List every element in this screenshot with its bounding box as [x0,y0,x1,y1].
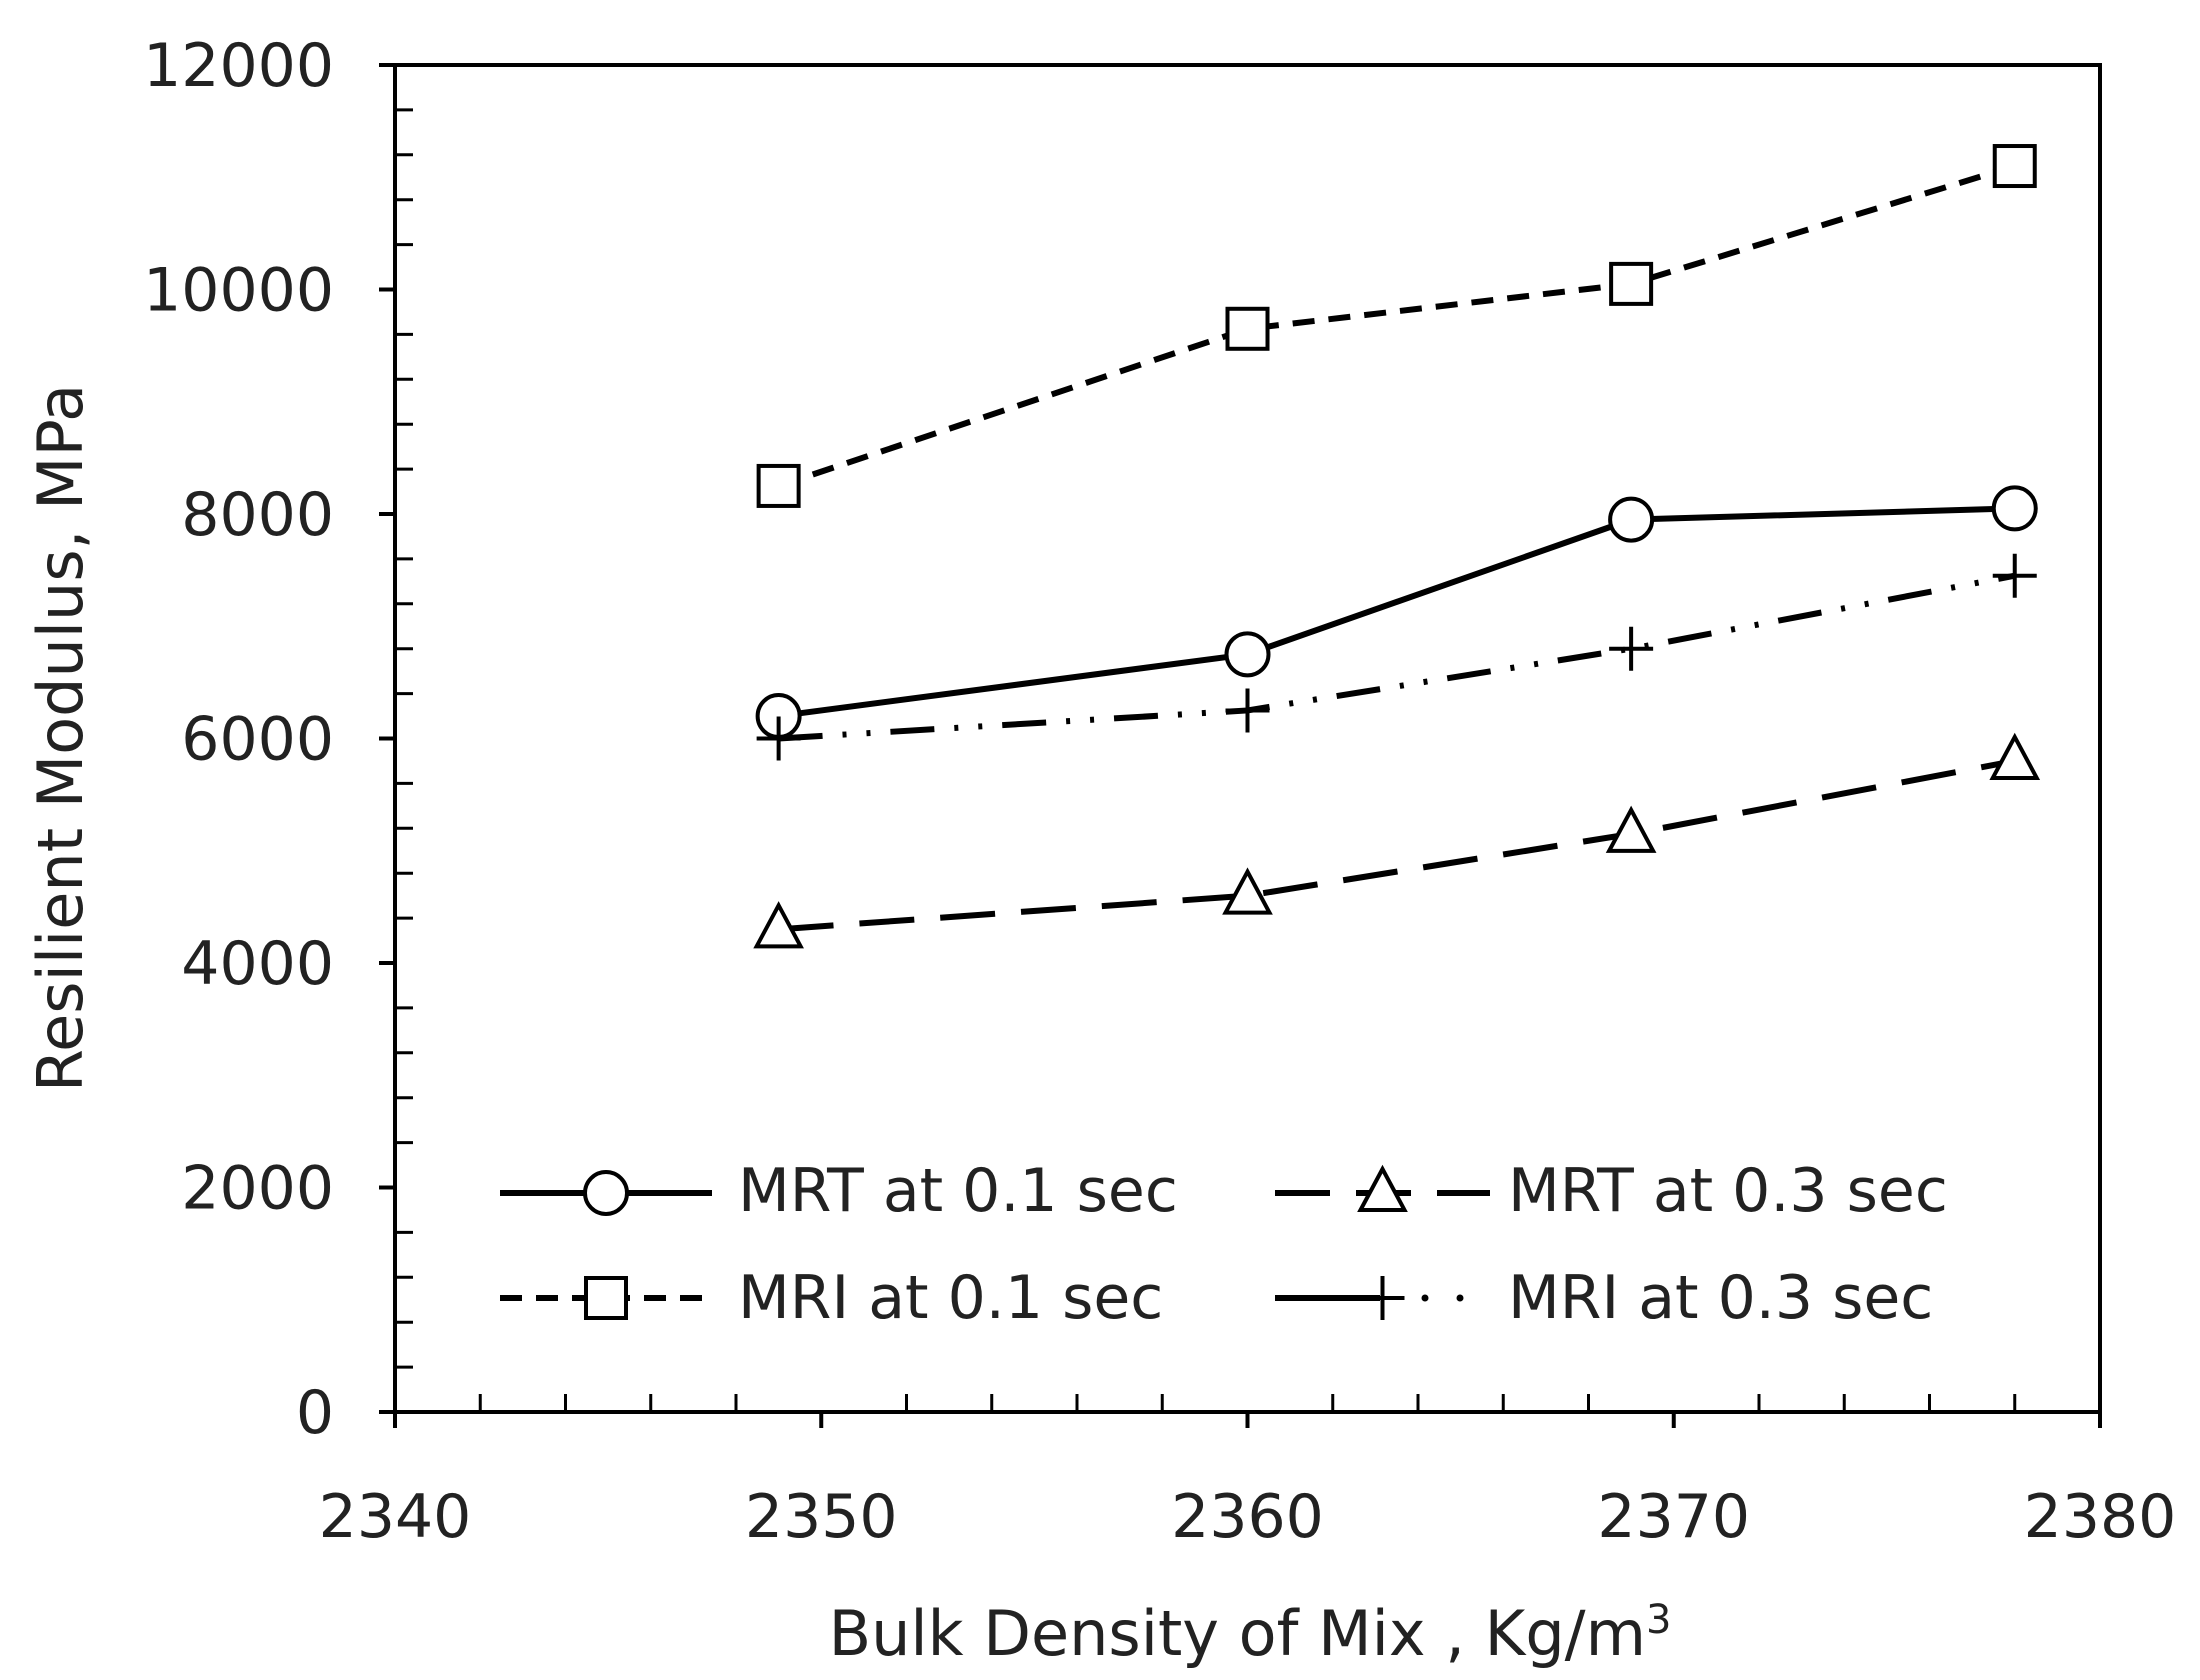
y-tick-labels: 0 2000 4000 6000 8000 10000 12000 [143,31,334,1448]
data-point-mri-at-0-1-sec-2349 [756,463,801,508]
major-ticks [379,63,2102,1428]
series-line-mrt-at-0-3-sec [778,758,2016,933]
data-point-mri-at-0-1-sec-2369 [1609,261,1654,306]
x-tick-label-2340: 2340 [319,1482,472,1552]
series-lines [777,163,2016,933]
legend: MRT at 0.1 sec MRT at 0.3 sec MRI at 0.1… [500,1156,1948,1333]
legend-label-mri-0-1: MRI at 0.1 sec [738,1263,1163,1333]
y-tick-label-0: 0 [296,1378,334,1448]
data-point-mri-at-0-3-sec-2349 [756,716,801,761]
y-tick-label-4000: 4000 [181,929,334,999]
legend-sample-mrt-0-1 [500,1170,712,1216]
y-tick-label-12000: 12000 [143,31,334,101]
legend-label-mrt-0-1: MRT at 0.1 sec [738,1156,1178,1226]
data-point-mrt-at-0-1-sec-2369 [1608,496,1655,543]
legend-dot [1456,1294,1464,1302]
series-markers [753,144,2041,949]
plot-area-frame [393,63,2102,1414]
data-point-mrt-at-0-3-sec-2369 [1605,805,1657,853]
x-tick-label-2350: 2350 [745,1482,898,1552]
legend-marker-mri-at-0-3-sec [1360,1276,1405,1320]
data-point-mrt-at-0-1-sec-2360 [1224,631,1271,678]
legend-sample-mri-0-1 [500,1276,712,1320]
y-tick-label-10000: 10000 [143,256,334,326]
legend-marker-mrt-at-0-1-sec [583,1170,629,1216]
y-tick-label-6000: 6000 [181,705,334,775]
data-point-mrt-at-0-3-sec-2349 [753,901,804,949]
data-point-mrt-at-0-3-sec-2360 [1222,867,1273,915]
legend-label-mri-0-3: MRI at 0.3 sec [1508,1263,1933,1333]
legend-sample-mrt-0-3 [1275,1164,1490,1212]
data-point-mrt-at-0-1-sec-2378 [1991,485,2038,532]
legend-label-mrt-0-3: MRT at 0.3 sec [1508,1156,1948,1226]
y-tick-label-2000: 2000 [181,1154,334,1224]
y-tick-label-8000: 8000 [181,480,334,550]
data-point-mri-at-0-3-sec-2369 [1609,626,1654,671]
series-line-mri-at-0-1-sec [777,163,2016,489]
x-tick-label-2370: 2370 [1597,1482,1750,1552]
legend-marker-mrt-at-0-3-sec [1357,1164,1408,1212]
x-axis-title: Bulk Density of Mix , Kg/m3 [829,1597,1672,1670]
x-tick-label-2380: 2380 [2024,1482,2177,1552]
legend-marker-mri-at-0-1-sec [584,1276,628,1320]
series-line-mri-at-0-3-sec [778,572,2016,742]
minor-ticks [395,108,2017,1412]
data-point-mri-at-0-1-sec-2360 [1225,306,1270,351]
x-tick-label-2360: 2360 [1171,1482,1324,1552]
legend-sample-mri-0-3 [1275,1276,1464,1320]
data-point-mri-at-0-3-sec-2378 [1992,553,2037,598]
data-point-mri-at-0-1-sec-2378 [1992,144,2037,189]
x-axis-title-text: Bulk Density of Mix , Kg/m [829,1597,1646,1670]
series-line-mrt-at-0-1-sec [778,505,2015,720]
x-tick-labels: 2340 2350 2360 2370 2380 [319,1482,2177,1552]
x-axis-title-superscript: 3 [1646,1597,1671,1643]
data-point-mri-at-0-3-sec-2360 [1225,688,1270,733]
legend-dot [1421,1294,1429,1302]
y-axis-title: Resilient Modulus, MPa [24,384,97,1092]
data-point-mrt-at-0-3-sec-2378 [1989,732,2041,780]
